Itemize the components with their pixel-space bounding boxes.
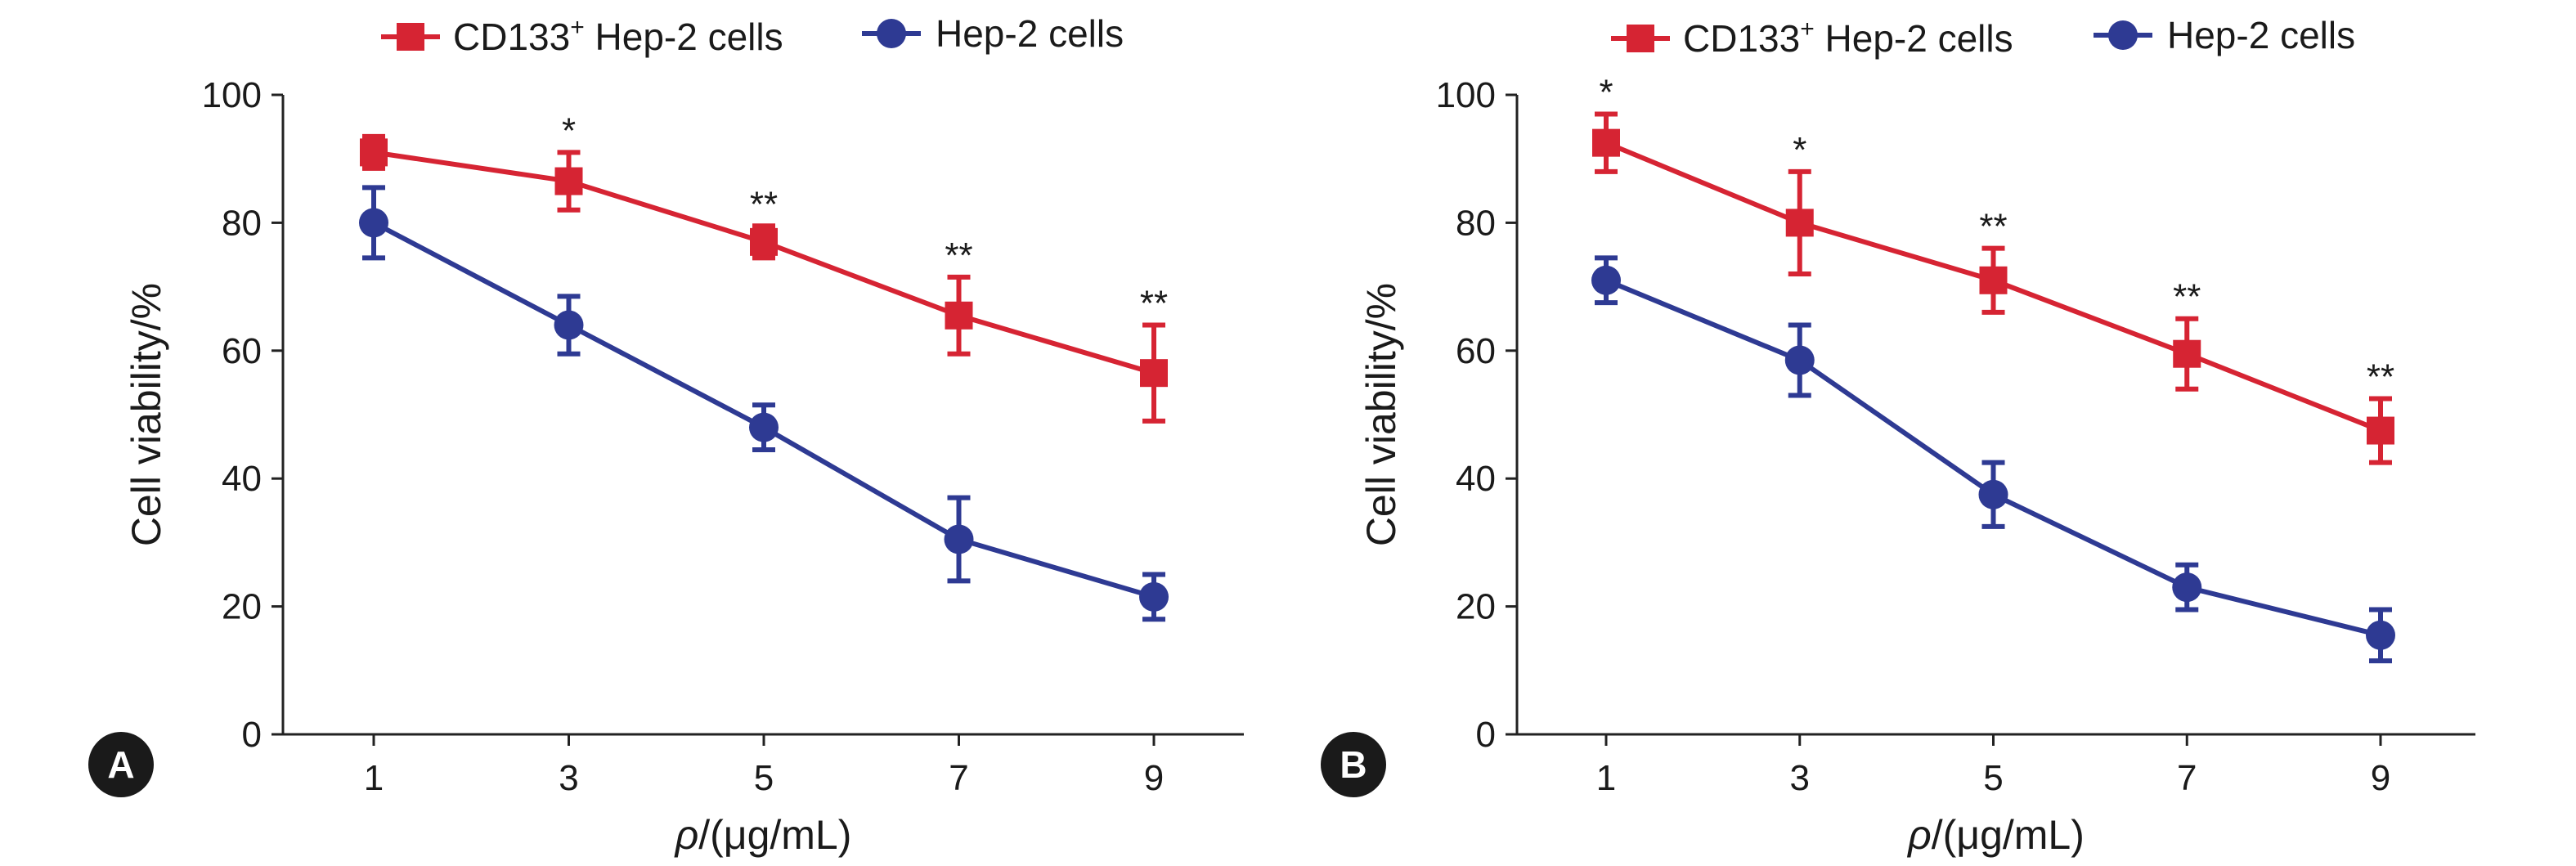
x-axis-title: ρ/(μg/mL) xyxy=(674,812,852,858)
legend: CD133+ Hep-2 cells Hep-2 cells xyxy=(381,12,1124,58)
data-point xyxy=(945,301,973,330)
x-axis-title-symbol: ρ xyxy=(1906,812,1932,858)
y-tick-label: 80 xyxy=(222,203,262,243)
y-tick-label: 80 xyxy=(1456,203,1496,243)
significance-marker: ** xyxy=(1140,284,1168,324)
y-axis-title: Cell viability/% xyxy=(123,283,169,546)
y-tick-label: 40 xyxy=(1456,459,1496,499)
data-point xyxy=(1784,345,1815,375)
data-point xyxy=(1140,359,1168,388)
legend-label-cd133-name: CD133 xyxy=(453,16,570,58)
data-point xyxy=(1139,581,1169,612)
x-tick-label: 3 xyxy=(559,758,578,798)
significance-marker: ** xyxy=(2367,357,2394,397)
x-axis-title-unit: /(μg/mL) xyxy=(698,812,851,858)
series-line xyxy=(1604,278,2381,638)
x-tick-label: 5 xyxy=(1983,758,2003,798)
panel-letter: A xyxy=(107,743,134,786)
data-point xyxy=(1785,209,1814,237)
data-point xyxy=(2173,339,2201,368)
data-point xyxy=(1978,479,2008,509)
legend-label-hep2: Hep-2 cells xyxy=(2167,14,2355,56)
data-point xyxy=(750,227,778,256)
significance-marker: ** xyxy=(750,184,778,224)
legend-label-cd133: CD133+ Hep-2 cells xyxy=(1683,16,2013,60)
legend-label-cd133-name: CD133 xyxy=(1683,17,1800,60)
significance-marker: * xyxy=(1793,130,1806,170)
panel-badge xyxy=(1321,732,1386,797)
y-tick-label: 20 xyxy=(1456,587,1496,627)
data-point xyxy=(554,310,584,340)
panel-a: 0 20 40 60 80 100 1 3 5 7 9 ρ/(μg/mL) Cell viability… xyxy=(88,12,1244,858)
y-tick-label: 100 xyxy=(202,75,262,115)
series-hep2 xyxy=(359,185,1169,622)
y-tick-label: 20 xyxy=(222,587,262,627)
significance-marker: ** xyxy=(1979,207,2007,247)
legend-marker-hep2 xyxy=(2108,20,2138,50)
data-point xyxy=(1592,128,1620,157)
x-axis-title: ρ/(μg/mL) xyxy=(1906,812,2085,858)
x-tick-label: 1 xyxy=(1596,758,1616,798)
x-tick-label: 7 xyxy=(2177,758,2197,798)
legend-label-cd133-sup: + xyxy=(1800,16,1815,43)
y-tick-label: 60 xyxy=(1456,331,1496,371)
x-tick-label: 1 xyxy=(364,758,384,798)
panel-letter: B xyxy=(1340,743,1367,786)
legend-label-cd133-rest: Hep-2 cells xyxy=(585,16,783,58)
legend: CD133+ Hep-2 cells Hep-2 cells xyxy=(1611,14,2355,60)
data-point xyxy=(360,138,388,167)
data-point xyxy=(749,412,779,442)
data-point xyxy=(2366,620,2395,650)
y-axis-title: Cell viability/% xyxy=(1358,283,1404,546)
legend-label-cd133: CD133+ Hep-2 cells xyxy=(453,14,783,58)
data-point xyxy=(554,167,583,195)
data-point xyxy=(2367,416,2394,445)
panel-badge xyxy=(88,732,154,797)
significance-marker: ** xyxy=(2173,277,2201,317)
x-tick-label: 5 xyxy=(754,758,774,798)
legend-marker-cd133 xyxy=(1627,25,1654,52)
series-cd133-hep2 xyxy=(360,133,1168,424)
x-tick-label: 9 xyxy=(2371,758,2390,798)
data-point xyxy=(1979,266,2008,294)
y-tick-label: 0 xyxy=(242,715,262,755)
significance-marker: * xyxy=(562,110,576,150)
legend-marker-cd133 xyxy=(397,23,424,51)
y-tick-label: 0 xyxy=(1476,715,1496,755)
significance-marker: * xyxy=(1599,72,1613,112)
x-tick-label: 7 xyxy=(949,758,968,798)
data-point xyxy=(1591,265,1621,295)
y-tick-label: 40 xyxy=(222,459,262,499)
data-point xyxy=(2172,572,2202,603)
y-tick-label: 100 xyxy=(1436,75,1496,115)
legend-label-cd133-rest: Hep-2 cells xyxy=(1815,17,2013,60)
panel-b: 0 20 40 60 80 100 1 3 5 7 9 ρ/(μg/mL) Cell viability… xyxy=(1321,14,2475,858)
x-tick-label: 3 xyxy=(1790,758,1810,798)
data-point xyxy=(359,208,388,238)
series-cd133-hep2 xyxy=(1592,111,2394,465)
x-axis-title-symbol: ρ xyxy=(674,812,699,858)
legend-marker-hep2 xyxy=(877,19,906,48)
series-hep2 xyxy=(1591,255,2395,664)
legend-label-hep2: Hep-2 cells xyxy=(936,12,1124,55)
x-tick-label: 9 xyxy=(1144,758,1164,798)
data-point xyxy=(944,524,974,554)
x-axis-title-unit: /(μg/mL) xyxy=(1932,812,2085,858)
legend-label-cd133-sup: + xyxy=(570,14,585,41)
y-tick-label: 60 xyxy=(222,331,262,371)
significance-marker: ** xyxy=(945,236,972,276)
